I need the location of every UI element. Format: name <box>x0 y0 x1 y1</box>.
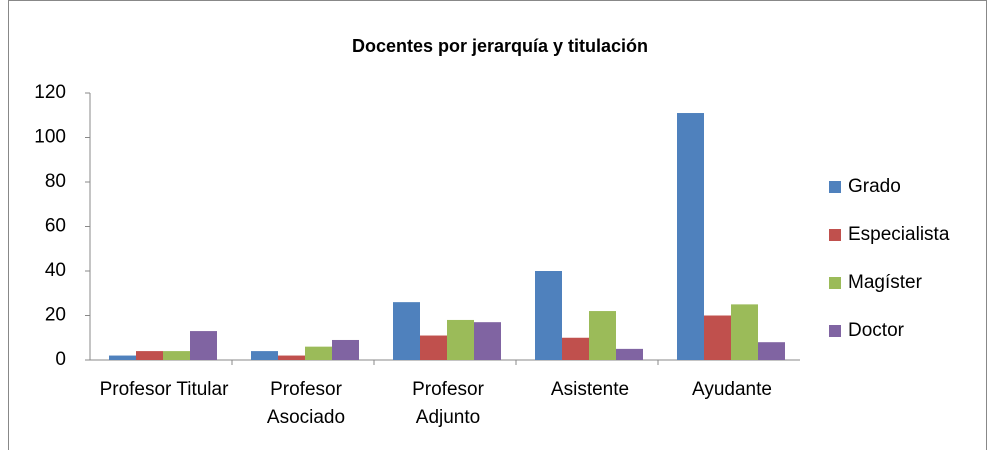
x-tick-label: Asistente <box>550 379 630 400</box>
legend-swatch <box>829 325 841 337</box>
bar <box>251 351 278 360</box>
bar <box>420 335 447 360</box>
bar <box>136 351 163 360</box>
legend-label: Doctor <box>848 320 905 341</box>
legend-swatch <box>829 229 841 241</box>
y-tick-label: 80 <box>45 171 66 192</box>
bar <box>616 348 643 360</box>
bar <box>731 304 758 360</box>
bar <box>589 311 616 360</box>
x-tick-label: Profesor Adjunto <box>412 379 484 428</box>
y-tick-label: 20 <box>45 305 66 326</box>
legend-label: Grado <box>848 176 901 197</box>
x-tick-label: Profesor Asociado <box>266 379 346 428</box>
legend-label: Magíster <box>848 272 923 293</box>
bar <box>474 322 501 360</box>
bar <box>535 271 562 360</box>
bar <box>163 351 190 360</box>
y-tick-label: 0 <box>55 349 66 370</box>
bar <box>109 355 136 360</box>
y-tick-label: 100 <box>34 127 66 148</box>
bar <box>278 355 305 360</box>
bar <box>447 319 474 360</box>
x-tick-label: Ayudante <box>692 379 772 400</box>
y-tick-label: 40 <box>45 260 66 281</box>
y-tick-label: 120 <box>34 82 66 103</box>
legend-swatch <box>829 181 841 193</box>
legend-swatch <box>829 277 841 289</box>
bar <box>758 342 785 360</box>
bar <box>393 302 420 360</box>
bar <box>562 337 589 360</box>
x-tick-label: Profesor Titular <box>99 379 229 400</box>
chart-title: Docentes por jerarquía y titulación <box>352 36 648 56</box>
chart-border <box>8 0 987 450</box>
bar <box>190 331 217 360</box>
legend-label: Especialista <box>848 224 950 245</box>
bar <box>332 339 359 360</box>
bar <box>704 315 731 360</box>
y-tick-label: 60 <box>45 216 66 237</box>
bar <box>677 113 704 361</box>
bar <box>305 346 332 360</box>
